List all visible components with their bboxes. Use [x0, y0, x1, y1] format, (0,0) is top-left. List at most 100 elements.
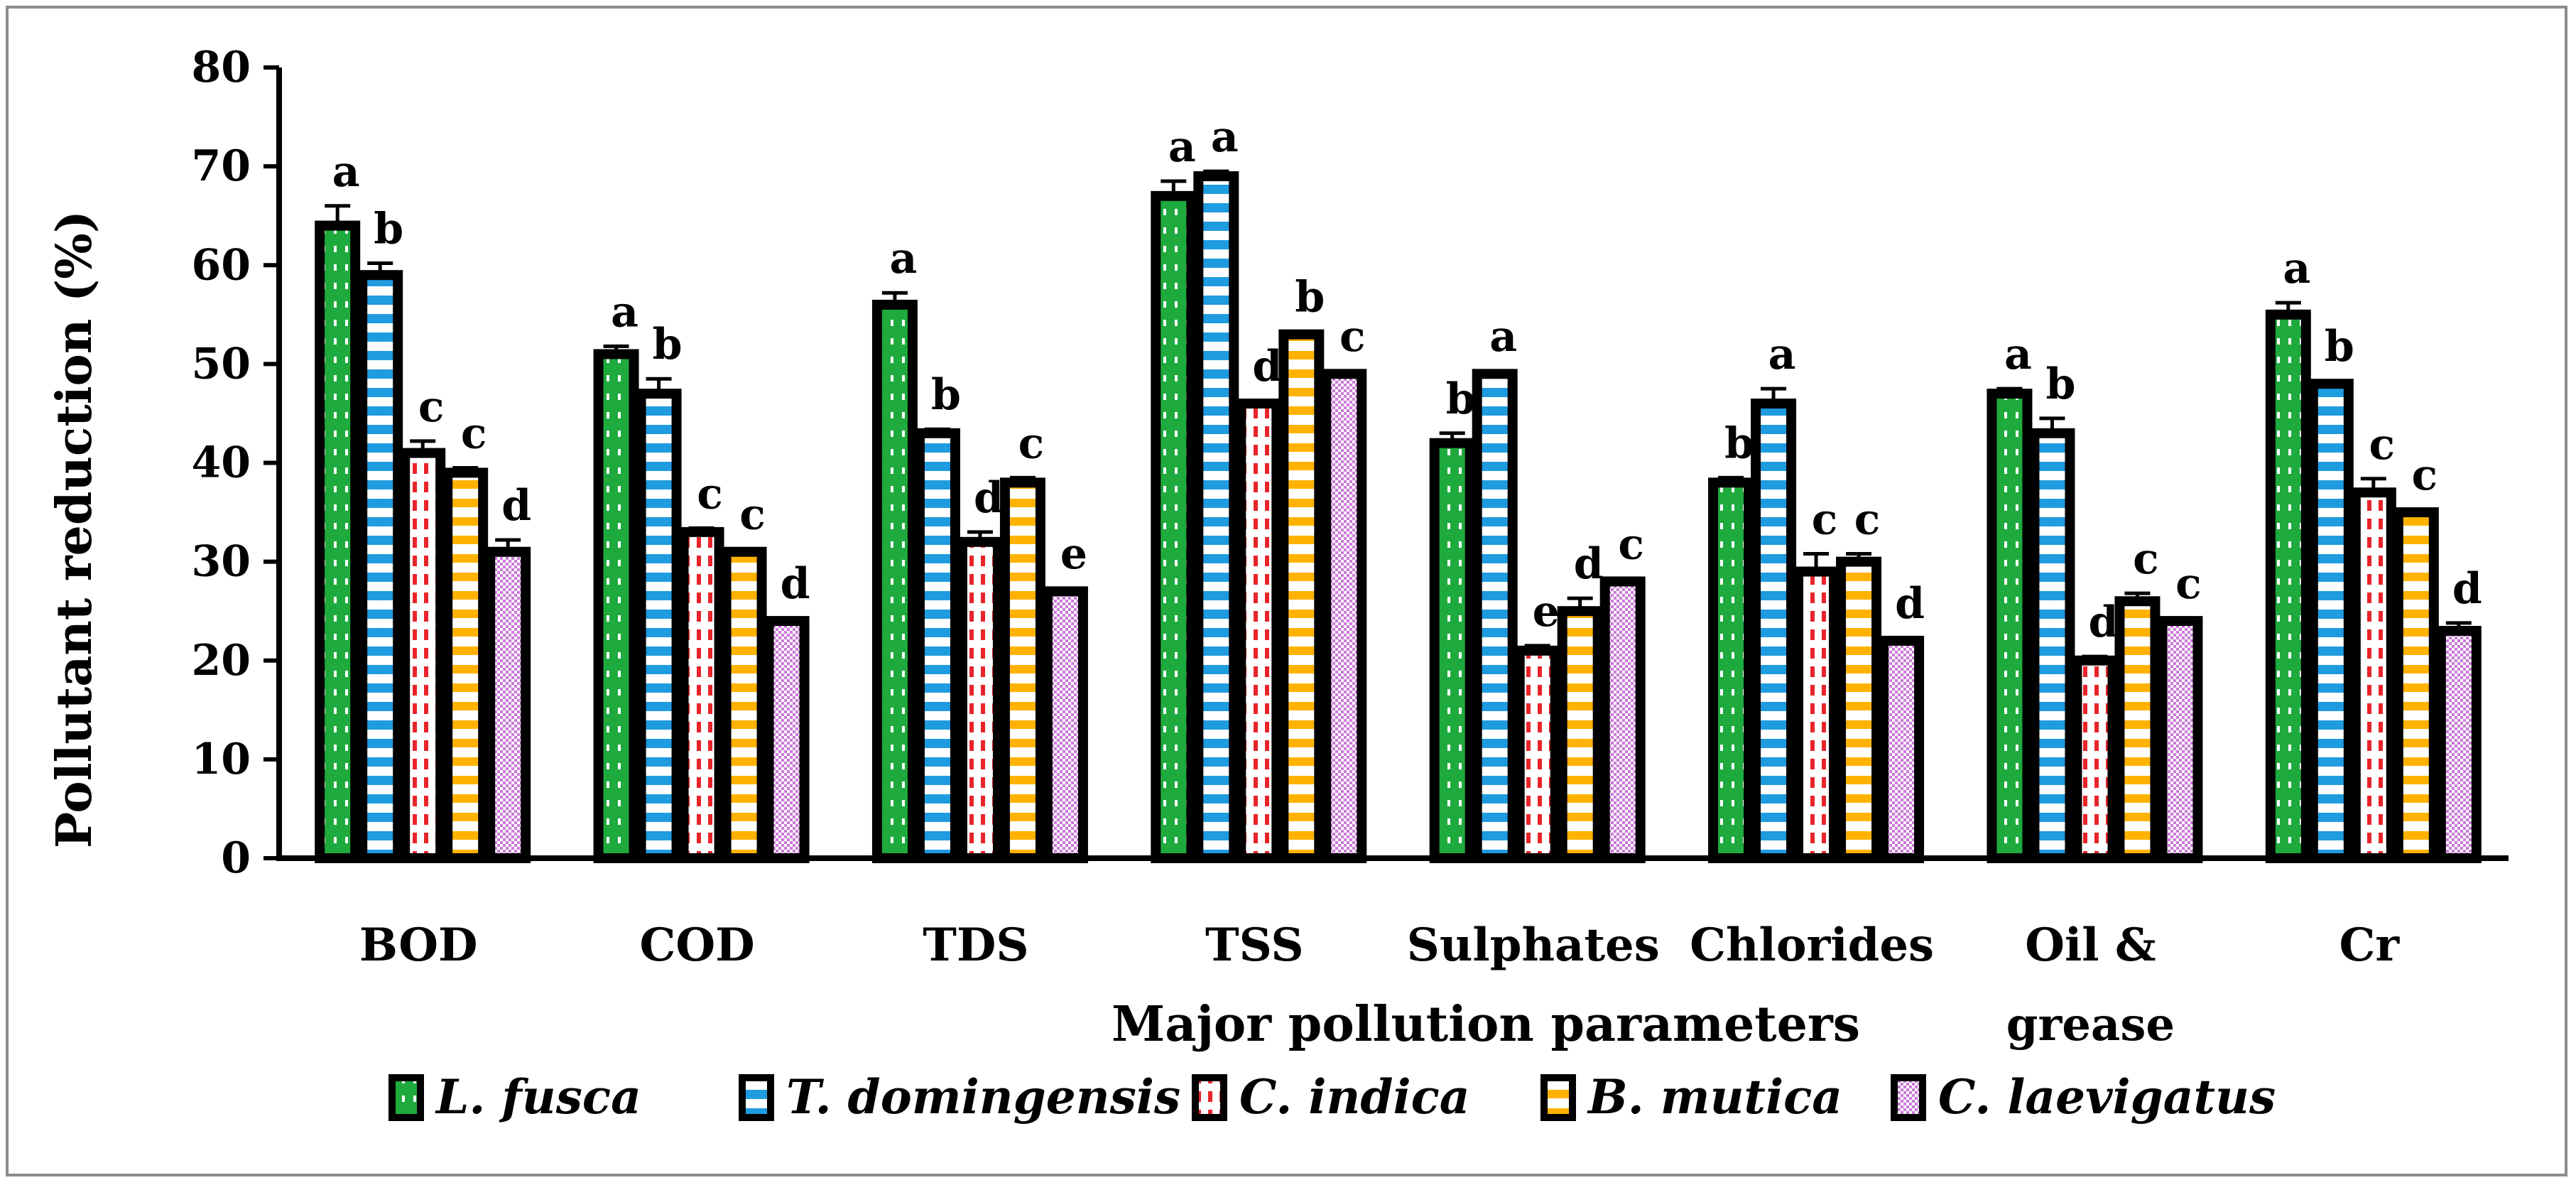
significance-letter: c: [739, 490, 766, 540]
significance-letter: c: [1812, 494, 1838, 544]
y-tick-label: 20: [192, 636, 251, 686]
significance-letter: c: [1339, 312, 1366, 362]
x-axis-title: Major pollution parameters: [1112, 996, 1860, 1053]
significance-letter: c: [461, 408, 487, 458]
significance-letter: a: [889, 234, 917, 283]
bar: [1321, 369, 1367, 863]
bar: [593, 349, 639, 863]
significance-letter: c: [2175, 559, 2202, 609]
bar: [2072, 655, 2118, 863]
bar: [1472, 369, 1518, 863]
category-label: BOD: [359, 919, 478, 972]
significance-letter: c: [2412, 450, 2438, 500]
y-tick-label: 70: [192, 141, 251, 191]
bar: [1708, 477, 1754, 863]
significance-letter: a: [1489, 312, 1517, 362]
legend-label: L. fusca: [435, 1069, 641, 1125]
significance-letter: c: [1854, 494, 1881, 544]
bar: [2157, 616, 2203, 863]
y-axis-ticks: 0 10 20 30 40 50 60 70 80: [192, 43, 279, 883]
significance-letter: d: [781, 559, 810, 609]
significance-letter: d: [2452, 564, 2482, 614]
legend: L. fusca T. domingensis C. indica B. mutica…: [388, 1069, 2276, 1125]
bar: [721, 546, 767, 864]
bar: [400, 448, 446, 863]
bar: [1278, 329, 1325, 863]
bar: [1236, 399, 1282, 863]
bar: [914, 428, 960, 863]
bar: [763, 616, 810, 863]
category-label: Chlorides: [1690, 919, 1934, 972]
bar: [2265, 309, 2311, 863]
bar: [1987, 389, 2033, 863]
significance-letter: d: [1895, 579, 1925, 629]
bar: [2435, 626, 2482, 863]
bar: [357, 270, 403, 864]
bar: [2114, 596, 2161, 864]
bar: [999, 477, 1045, 863]
legend-label: B. mutica: [1587, 1069, 1842, 1125]
bar: [1793, 566, 1839, 863]
bar: [1193, 171, 1239, 864]
bar: [871, 299, 918, 863]
bar: [1836, 556, 1882, 863]
significance-letter: c: [1618, 519, 1644, 569]
category-labels: BOD COD TDS TSS Sulphates Chlorides Oil & greas…: [359, 919, 2401, 1051]
y-tick-label: 40: [192, 438, 251, 488]
bar: [1151, 190, 1197, 863]
category-label: TDS: [923, 919, 1028, 972]
significance-letter: b: [2325, 322, 2354, 372]
significance-letter: b: [1446, 374, 1476, 424]
y-tick-label: 10: [192, 735, 251, 784]
significance-letter: d: [501, 481, 531, 531]
bar: [2029, 428, 2075, 863]
axes: [276, 67, 2509, 861]
significance-letter: c: [2369, 420, 2396, 470]
bar: [1879, 635, 1925, 863]
bar: [1514, 645, 1560, 864]
legend-swatch: [1192, 1074, 1227, 1121]
y-tick-label: 30: [192, 537, 251, 587]
y-tick-label: 60: [192, 240, 251, 290]
significance-letter: c: [418, 382, 445, 432]
y-tick-label: 50: [192, 339, 251, 389]
bar: [485, 546, 531, 864]
category-label: TSS: [1205, 919, 1304, 972]
significance-letter: a: [1211, 112, 1239, 162]
bar: [636, 389, 682, 863]
significance-letter: a: [2004, 330, 2032, 379]
significance-letter: c: [697, 469, 723, 519]
legend-label: C. indica: [1239, 1069, 1470, 1125]
legend-swatch: [739, 1074, 774, 1121]
bar: [957, 536, 1003, 863]
category-label: COD: [639, 919, 754, 972]
significance-letter: b: [1724, 418, 1754, 468]
y-tick-label: 0: [221, 833, 251, 883]
significance-letter: a: [332, 147, 360, 197]
significance-letter: e: [1060, 529, 1087, 579]
category-label: grease: [2006, 998, 2175, 1051]
significance-letter: a: [1168, 122, 1196, 172]
y-axis-title: Pollutant reduction (%): [46, 210, 103, 848]
legend-swatch: [388, 1074, 424, 1121]
legend-label: C. laevigatus: [1938, 1069, 2276, 1125]
significance-letter: a: [2283, 244, 2310, 293]
bar: [442, 467, 489, 863]
significance-letter: b: [931, 370, 961, 420]
significance-letter: b: [374, 204, 403, 254]
bar: [1751, 399, 1797, 863]
significance-letter: a: [1768, 330, 1796, 379]
significance-letter: e: [1533, 587, 1560, 637]
category-label: Cr: [2339, 919, 2400, 972]
significance-letter: c: [1018, 418, 1045, 468]
bar: [2308, 379, 2354, 863]
y-tick-label: 80: [192, 43, 251, 92]
legend-label: T. domingensis: [786, 1069, 1180, 1125]
significance-letter: d: [2088, 597, 2118, 647]
bar: [2350, 487, 2396, 863]
bar: [2393, 507, 2439, 863]
significance-letter: a: [611, 287, 638, 337]
significance-letter: c: [2133, 534, 2159, 584]
